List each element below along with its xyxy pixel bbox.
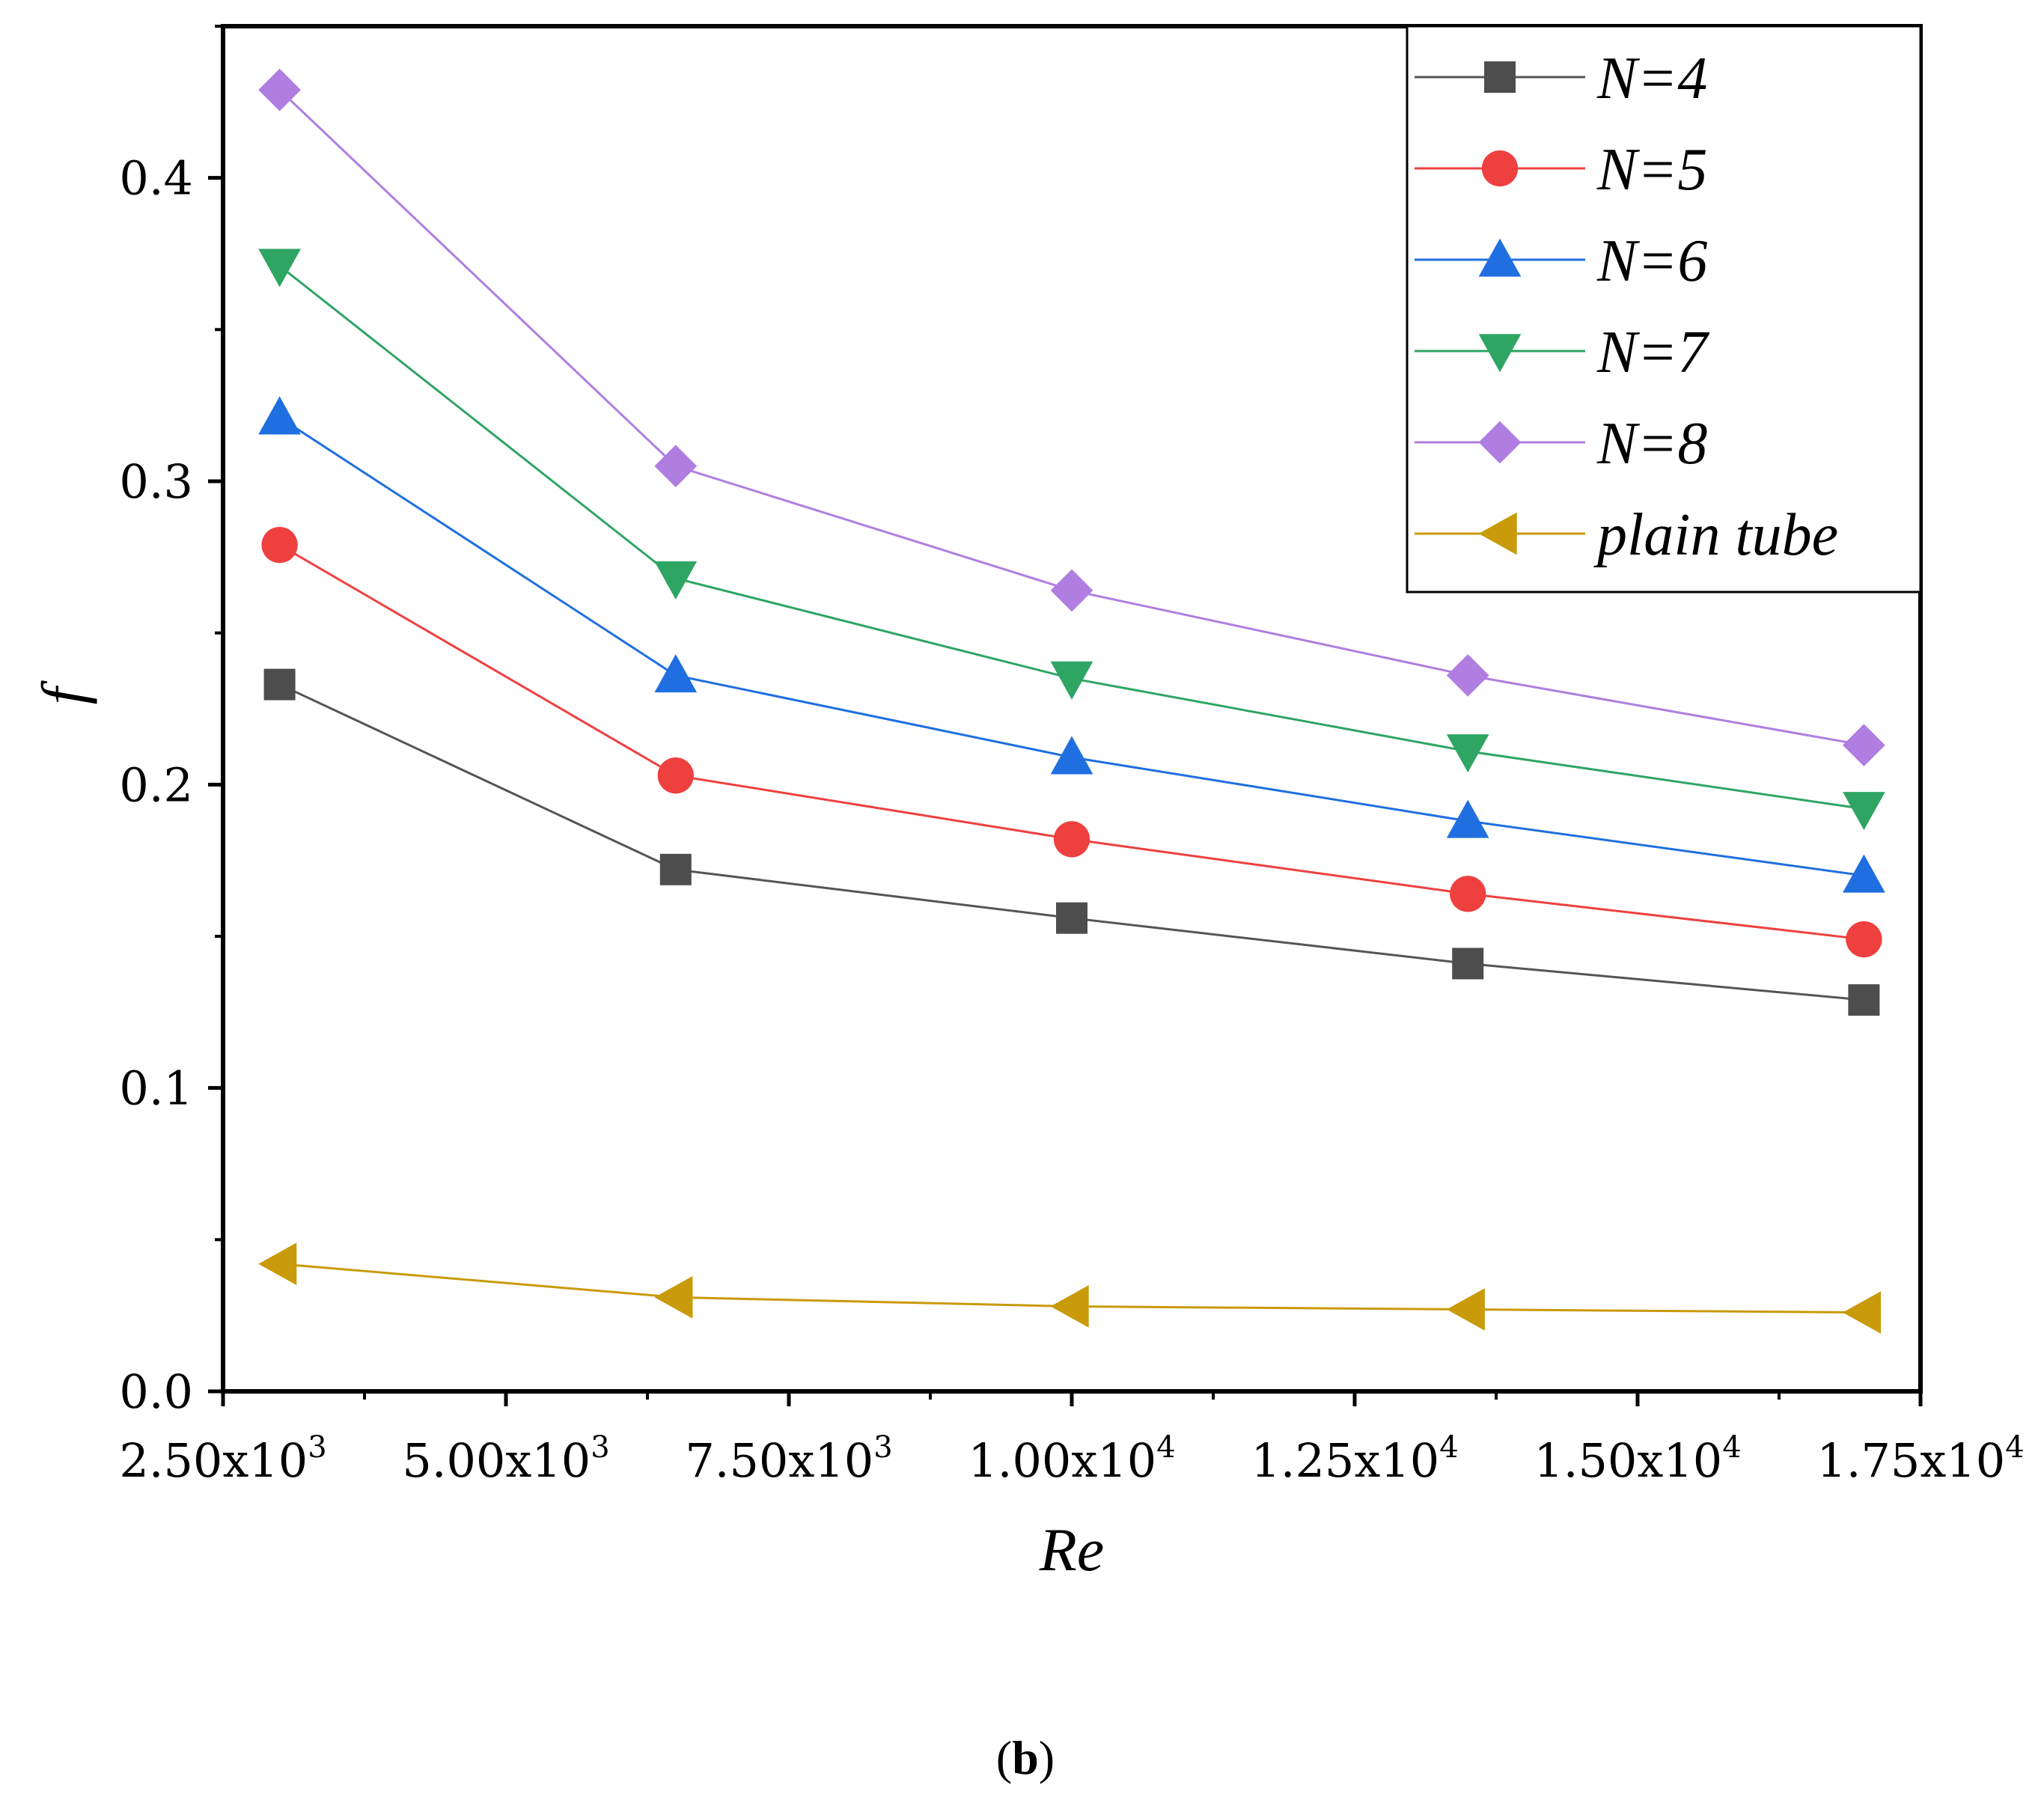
y-axis: 0.0 0.1 0.2 0.3 0.4 <box>119 25 223 1419</box>
data-point <box>1843 792 1885 831</box>
data-point <box>1446 734 1489 773</box>
y-tick-label: 0.2 <box>119 757 193 812</box>
data-point <box>1843 724 1885 766</box>
plot-markers <box>258 68 1885 1334</box>
legend-marker <box>1478 334 1522 373</box>
data-point <box>1446 1288 1485 1331</box>
data-point <box>258 248 301 287</box>
data-point <box>1446 654 1489 697</box>
caption-close-paren: ) <box>1039 1731 1055 1784</box>
x-axis: 2.50x103 5.00x103 7.50x103 1.00x104 1.25x104… <box>119 1391 2025 1488</box>
data-point <box>1843 854 1885 893</box>
legend-marker <box>1478 421 1522 464</box>
y-tick-label: 0.3 <box>119 454 193 509</box>
x-tick-mantissa: 5.00x10 <box>402 1433 591 1488</box>
y-tick-label: 0.4 <box>119 151 193 206</box>
data-point <box>1050 569 1093 612</box>
data-point <box>1848 984 1880 1016</box>
x-tick-label: 1.75x104 <box>1816 1430 2024 1488</box>
x-tick-exponent: 4 <box>1439 1430 1458 1465</box>
data-point <box>1450 876 1486 912</box>
data-point <box>657 757 694 794</box>
legend-label: N=8 <box>1596 411 1707 477</box>
data-point <box>1050 736 1093 775</box>
x-tick-label: 2.50x103 <box>119 1430 326 1488</box>
caption-open-paren: ( <box>996 1731 1012 1784</box>
data-point <box>1050 661 1093 700</box>
x-tick-label: 7.50x103 <box>685 1430 892 1488</box>
data-point <box>654 1275 693 1319</box>
legend: N=4 N=5 N=6 N=7 N=8 plain tube <box>1406 25 1922 594</box>
data-point <box>654 445 698 488</box>
data-point <box>1843 1291 1882 1334</box>
legend-label: N=5 <box>1596 137 1707 203</box>
legend-label: plain tube <box>1593 502 1838 568</box>
x-tick-label: 1.00x104 <box>968 1430 1175 1488</box>
x-tick-label: 5.00x103 <box>402 1430 609 1488</box>
data-point <box>261 526 298 564</box>
x-tick-exponent: 4 <box>2005 1430 2024 1465</box>
x-tick-label: 1.50x104 <box>1534 1430 1741 1488</box>
x-tick-mantissa: 1.00x10 <box>968 1433 1156 1488</box>
legend-box <box>1406 25 1922 594</box>
data-point <box>1446 799 1489 838</box>
caption-letter: b <box>1012 1731 1039 1784</box>
legend-marker <box>1484 61 1516 93</box>
y-tick-label: 0.0 <box>119 1364 193 1419</box>
legend-label: N=7 <box>1596 320 1709 385</box>
data-point <box>1056 902 1087 934</box>
legend-marker <box>1481 150 1519 187</box>
legend-marker <box>1478 512 1517 555</box>
data-point <box>258 396 301 435</box>
data-point <box>258 1242 297 1286</box>
x-tick-exponent: 4 <box>1156 1430 1175 1465</box>
data-point <box>659 853 692 885</box>
data-point <box>263 668 296 701</box>
x-tick-exponent: 3 <box>591 1430 609 1465</box>
legend-label: N=4 <box>1596 46 1707 112</box>
legend-marker <box>1478 238 1522 277</box>
data-point <box>654 654 698 693</box>
data-point <box>1846 921 1882 958</box>
data-point <box>1050 1285 1089 1328</box>
legend-label: N=6 <box>1596 228 1707 294</box>
x-tick-label: 1.25x104 <box>1251 1430 1458 1488</box>
x-tick-mantissa: 1.50x10 <box>1534 1433 1722 1488</box>
x-tick-mantissa: 1.25x10 <box>1251 1433 1439 1488</box>
x-tick-exponent: 4 <box>1722 1430 1741 1465</box>
x-tick-mantissa: 1.75x10 <box>1816 1433 2005 1488</box>
figure-caption: (b) <box>996 1731 1055 1784</box>
data-point <box>1053 821 1090 858</box>
data-point <box>1452 948 1484 980</box>
data-point <box>654 561 698 600</box>
x-tick-exponent: 3 <box>873 1430 892 1465</box>
x-tick-mantissa: 7.50x10 <box>685 1433 873 1488</box>
data-point <box>258 68 301 112</box>
x-axis-title: Re <box>1039 1516 1104 1584</box>
y-tick-label: 0.1 <box>119 1061 193 1116</box>
x-tick-mantissa: 2.50x10 <box>119 1433 308 1488</box>
x-tick-exponent: 3 <box>308 1430 326 1465</box>
